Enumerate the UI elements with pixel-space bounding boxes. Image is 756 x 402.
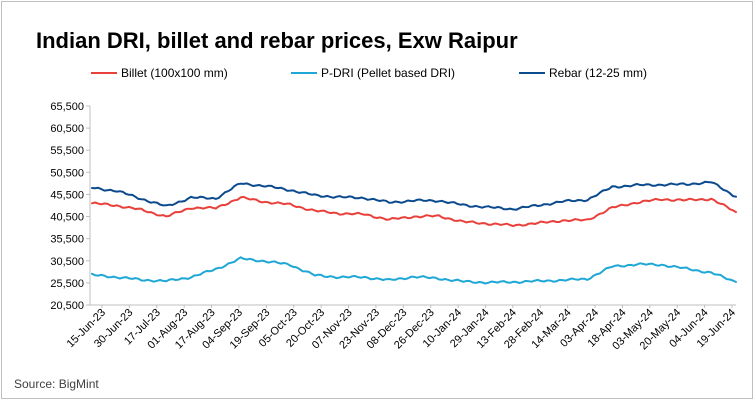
series-line-rebar [91,180,737,211]
series-line-p-dri [91,256,737,285]
y-tick-label: 30,500 [50,256,84,268]
y-tick-label: 35,500 [50,234,84,246]
y-tick-label: 55,500 [50,145,84,157]
y-tick-label: 40,500 [50,212,84,224]
y-tick-label: 45,500 [50,189,84,201]
legend-item-rebar: Rebar (12-25 mm) [519,66,647,80]
y-tick-label: 25,500 [50,278,84,290]
legend-item-billet: Billet (100x100 mm) [91,66,228,80]
legend-swatch-rebar [519,72,545,74]
legend-label-p-dri: P-DRI (Pellet based DRI) [321,66,456,80]
source-note: Source: BigMint [14,377,99,391]
chart-title: Indian DRI, billet and rebar prices, Exw… [36,28,518,53]
y-tick-label: 65,500 [50,101,84,113]
legend-swatch-billet [91,72,117,74]
y-tick-label: 50,500 [50,167,84,179]
y-tick-label: 20,500 [50,300,84,312]
legend-swatch-p-dri [291,72,317,74]
legend-label-billet: Billet (100x100 mm) [121,66,228,80]
series-line-billet [91,195,737,228]
y-tick-label: 60,500 [50,123,84,135]
legend-item-p-dri: P-DRI (Pellet based DRI) [291,66,455,80]
legend-label-rebar: Rebar (12-25 mm) [549,66,648,80]
